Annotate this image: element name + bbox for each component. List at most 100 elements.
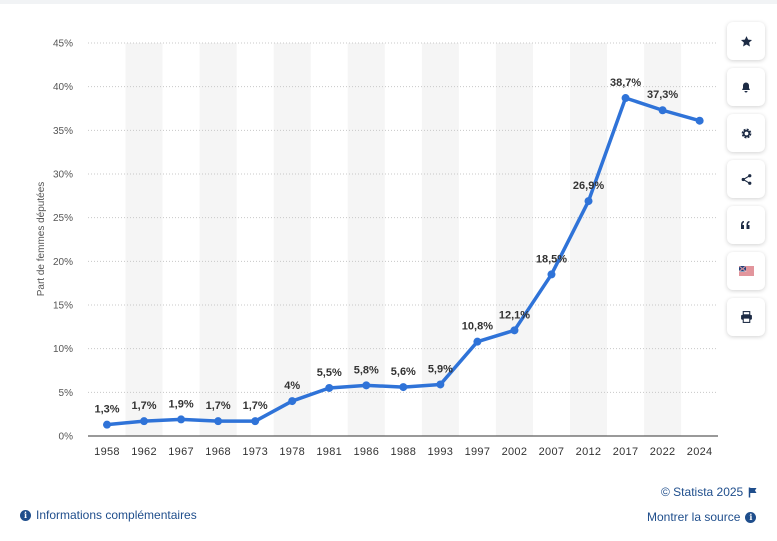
data-point[interactable] <box>103 420 111 429</box>
y-tick-label: 20% <box>53 257 73 268</box>
x-tick-label: 1997 <box>465 446 491 458</box>
data-point[interactable] <box>584 197 593 206</box>
data-point[interactable] <box>436 380 445 389</box>
y-tick-label: 15% <box>53 301 73 312</box>
flag-report-icon <box>748 487 757 497</box>
favorite-button[interactable] <box>727 22 765 60</box>
data-point[interactable] <box>288 397 297 406</box>
top-bar <box>0 0 777 4</box>
x-tick-label: 2012 <box>576 446 602 458</box>
data-label: 37,3% <box>647 89 678 101</box>
share-button[interactable] <box>727 160 765 198</box>
data-label: 1,7% <box>132 400 157 412</box>
background-bands <box>125 43 682 436</box>
copyright-text: © Statista 2025 <box>661 485 744 499</box>
data-label: 10,8% <box>462 321 493 333</box>
y-tick-label: 10% <box>53 344 73 355</box>
data-label: 1,7% <box>243 400 268 412</box>
y-tick-label: 40% <box>53 82 73 93</box>
printer-icon <box>740 311 752 323</box>
data-label: 1,7% <box>206 400 231 412</box>
gridlines <box>88 42 718 393</box>
data-point[interactable] <box>658 106 667 115</box>
notification-button[interactable] <box>727 68 765 106</box>
quote-icon <box>741 221 750 229</box>
x-tick-label: 2022 <box>650 446 676 458</box>
x-axis-ticks: 1958 1962 1967 1968 1973 1978 1981 1986 1988 1993… <box>94 446 712 458</box>
column-band <box>125 43 163 436</box>
data-label: 1,3% <box>94 404 119 416</box>
data-point[interactable] <box>621 94 630 103</box>
cite-button[interactable] <box>727 206 765 244</box>
x-tick-label: 1962 <box>131 446 157 458</box>
data-label: 5,5% <box>317 367 342 379</box>
show-source-text: Montrer la source <box>647 510 741 524</box>
y-tick-label: 30% <box>53 170 73 181</box>
column-band <box>273 43 311 436</box>
x-tick-label: 1993 <box>428 446 454 458</box>
x-tick-label: 1981 <box>316 446 342 458</box>
y-tick-label: 45% <box>53 39 73 50</box>
column-band <box>421 43 459 436</box>
data-point[interactable] <box>177 415 186 424</box>
x-tick-label: 2007 <box>539 446 565 458</box>
column-band <box>495 43 533 436</box>
column-band <box>570 43 608 436</box>
x-tick-label: 1973 <box>242 446 268 458</box>
y-axis-label: Part de femmes députées <box>36 182 47 297</box>
x-tick-label: 1988 <box>390 446 416 458</box>
data-label: 5,6% <box>391 366 416 378</box>
star-icon <box>740 35 752 46</box>
more-info-link[interactable]: i Informations complémentaires <box>20 508 197 522</box>
column-band <box>644 43 682 436</box>
x-tick-label: 2017 <box>613 446 639 458</box>
language-button[interactable] <box>727 252 765 290</box>
y-tick-label: 0% <box>59 432 74 443</box>
x-tick-label: 1986 <box>353 446 379 458</box>
data-label: 5,9% <box>428 363 453 375</box>
print-button[interactable] <box>727 298 765 336</box>
data-point[interactable] <box>510 326 519 335</box>
share-icon <box>741 173 751 185</box>
settings-button[interactable] <box>727 114 765 152</box>
data-label: 18,5% <box>536 253 567 265</box>
x-tick-label: 2002 <box>502 446 528 458</box>
data-label: 26,9% <box>573 180 604 192</box>
flag-icon <box>738 265 754 277</box>
data-point[interactable] <box>325 383 334 392</box>
data-label: 5,8% <box>354 364 379 376</box>
x-tick-label: 1978 <box>279 446 305 458</box>
y-tick-label: 5% <box>59 388 74 399</box>
data-point[interactable] <box>214 417 223 426</box>
data-point[interactable] <box>140 417 149 426</box>
info-icon: i <box>745 511 757 523</box>
data-labels: 1,3% 1,7% 1,9% 1,7% 1,7% 4% 5,5% 5,8% 5,6% 5,9% 10… <box>94 77 678 416</box>
y-tick-label: 25% <box>53 213 73 224</box>
column-band <box>199 43 237 436</box>
data-label: 12,1% <box>499 309 530 321</box>
x-tick-label: 2024 <box>687 446 713 458</box>
y-axis-ticks: 0% 5% 10% 15% 20% 25% 30% 35% 40% 45% <box>53 39 73 443</box>
data-point[interactable] <box>251 417 260 426</box>
y-tick-label: 35% <box>53 126 73 137</box>
statista-copyright-link[interactable]: © Statista 2025 <box>661 485 758 499</box>
show-source-link[interactable]: Montrer la source i <box>647 510 757 524</box>
data-point[interactable] <box>399 383 408 392</box>
data-label: 1,9% <box>169 398 194 410</box>
bell-icon <box>742 82 750 92</box>
gear-icon <box>741 128 751 138</box>
x-tick-label: 1967 <box>168 446 194 458</box>
line-chart: 0% 5% 10% 15% 20% 25% 30% 35% 40% 45% 1958 1962 196… <box>36 39 718 458</box>
data-point[interactable] <box>473 337 482 346</box>
info-icon: i <box>20 509 31 521</box>
x-tick-label: 1958 <box>94 446 120 458</box>
x-tick-label: 1968 <box>205 446 231 458</box>
more-info-text: Informations complémentaires <box>36 508 197 522</box>
data-label: 4% <box>284 380 300 392</box>
series-line-group <box>103 94 704 429</box>
data-label: 38,7% <box>610 77 641 89</box>
data-point[interactable] <box>695 116 704 125</box>
column-band <box>347 43 385 436</box>
data-point[interactable] <box>362 381 371 390</box>
data-point[interactable] <box>547 270 556 279</box>
